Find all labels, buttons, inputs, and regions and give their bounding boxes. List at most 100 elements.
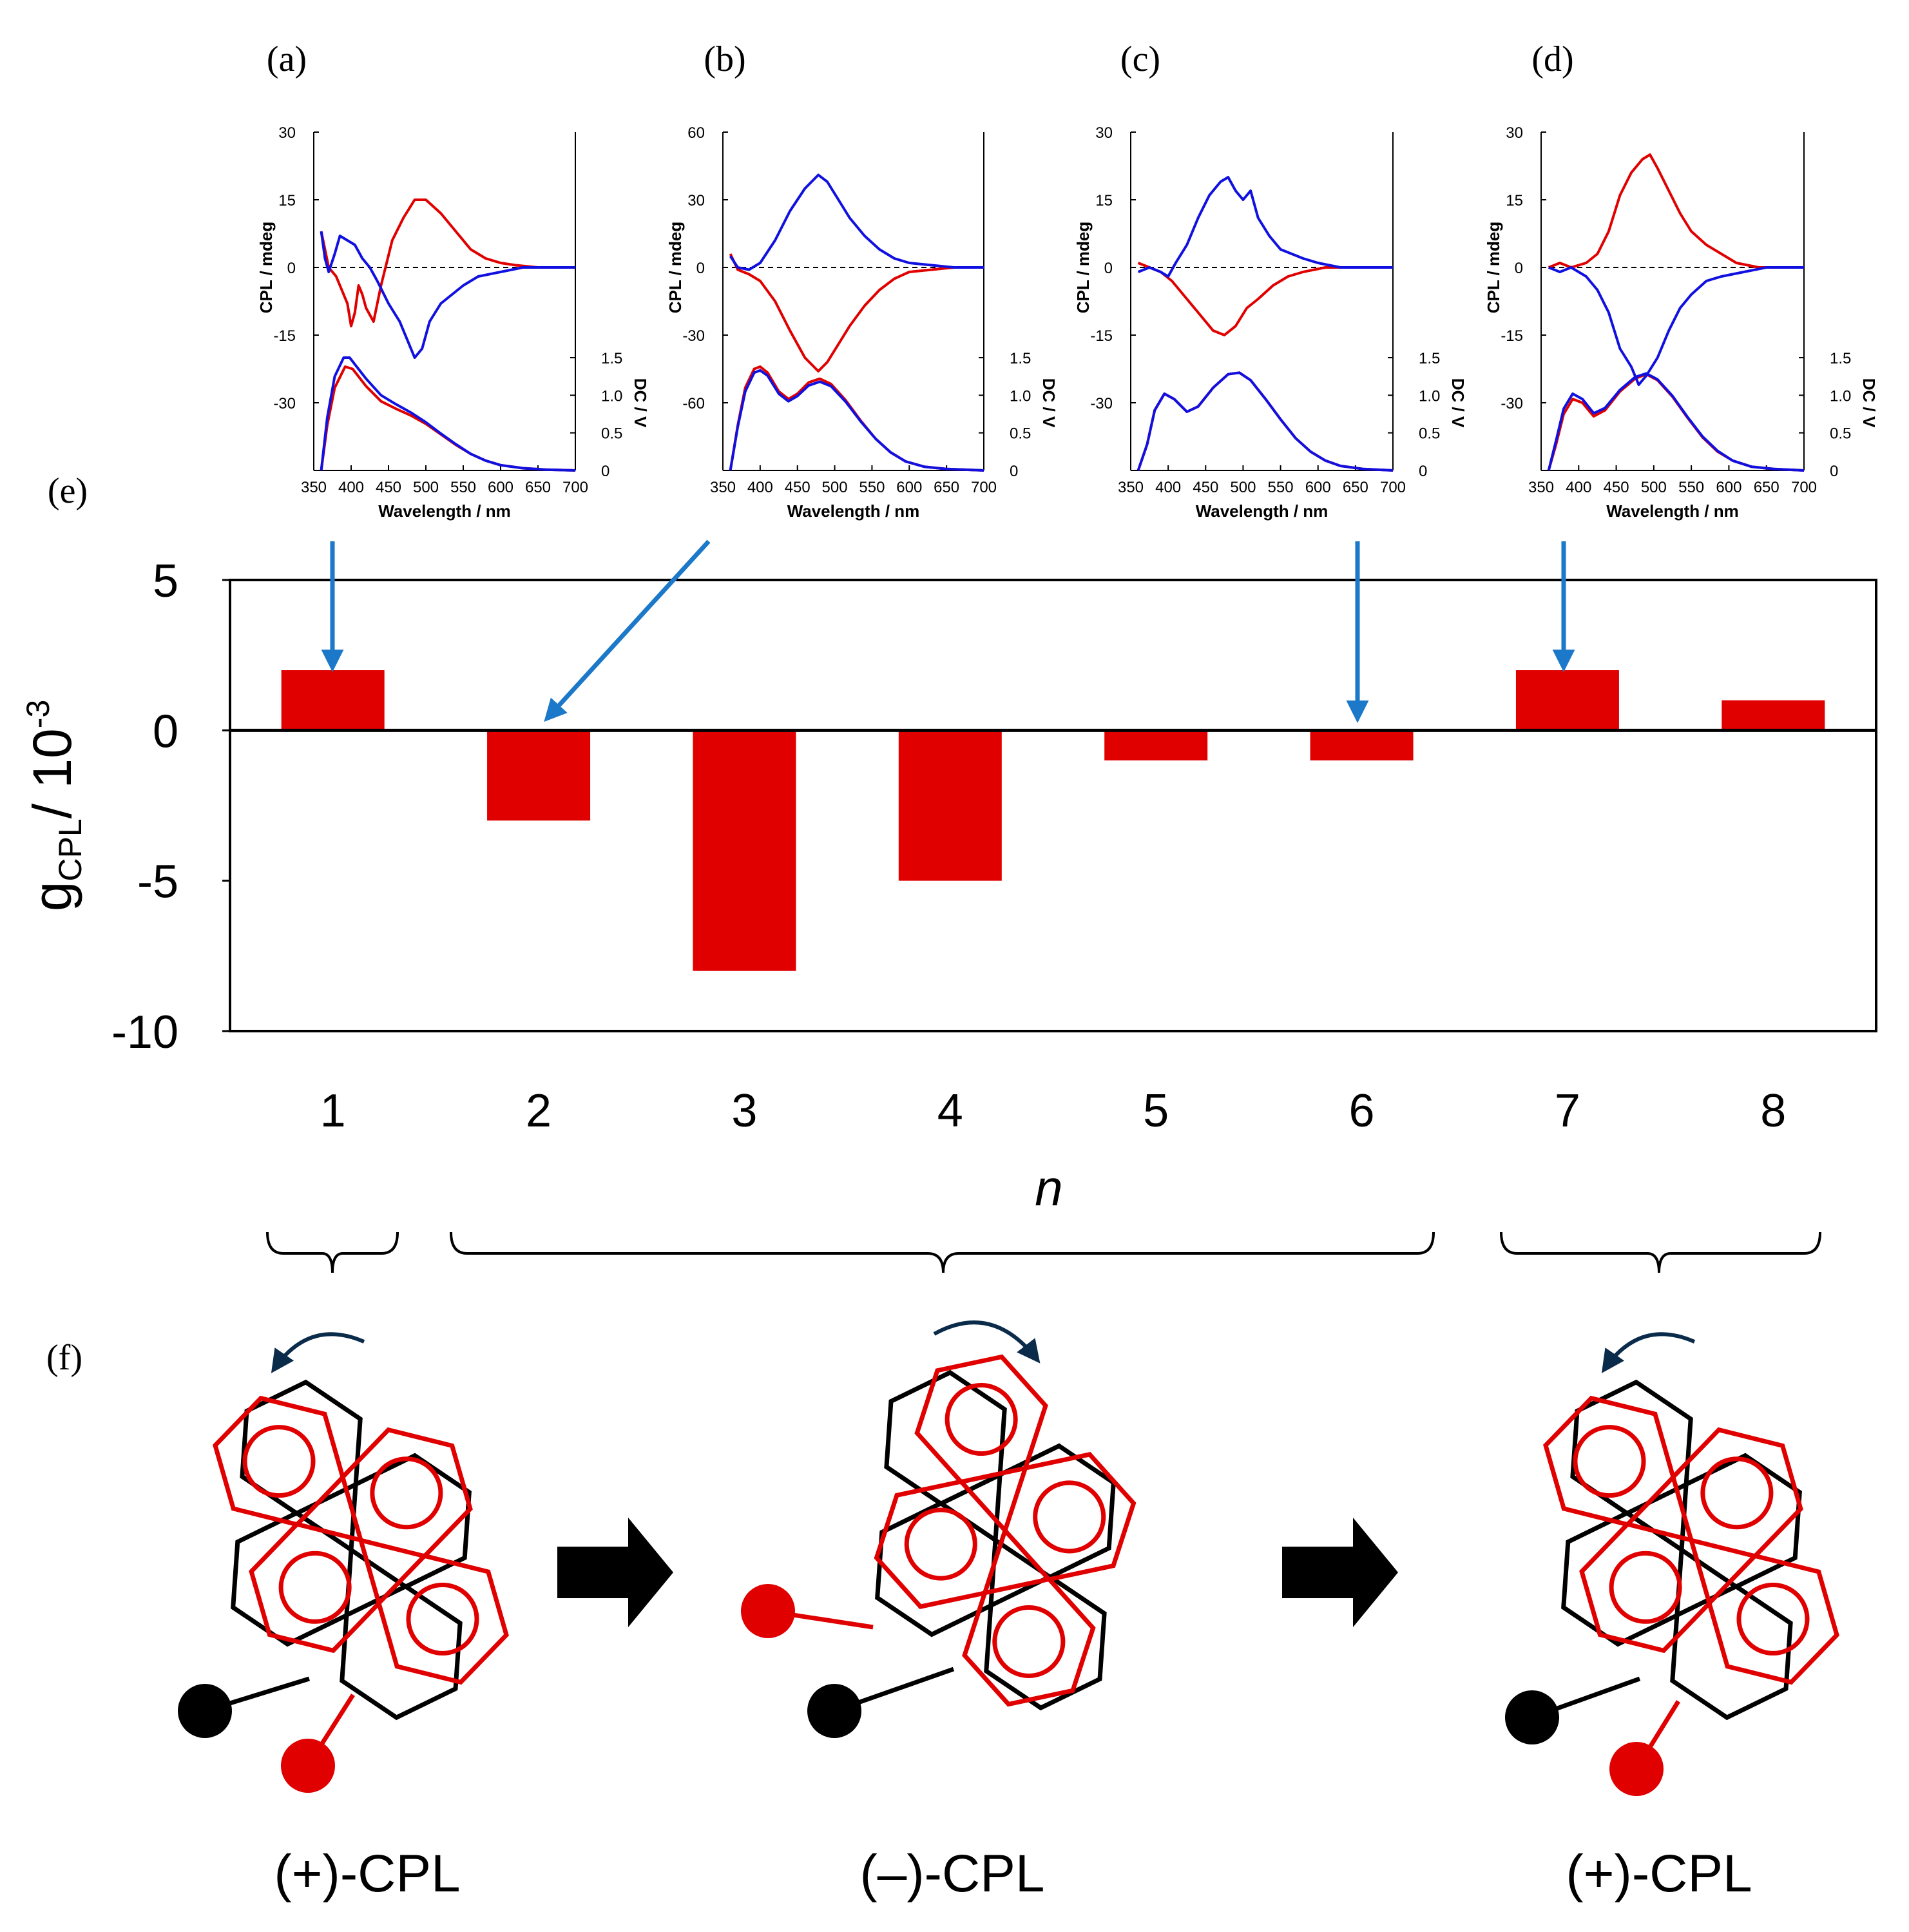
panel-label-c: (c) xyxy=(1120,39,1160,79)
inset-x-tick-label: 350 xyxy=(710,479,736,496)
inset-y-tick-label: 0 xyxy=(696,260,705,277)
x-tick-label: 8 xyxy=(1760,1085,1786,1137)
inset-dc-tick-label: 1.5 xyxy=(601,350,622,367)
inset-dc-tick-label: 0 xyxy=(1419,463,1427,480)
y-tick-label: 0 xyxy=(153,706,178,757)
brace-middle xyxy=(450,1232,1435,1273)
inset-d: 30 15 0 -15 -30 1.5 1.0 0.5 0 350 400 450 500 550 600 6… xyxy=(1484,124,1879,521)
inset-red-cpl-curve xyxy=(1137,262,1393,336)
rotation-arrow-icon xyxy=(271,1332,365,1373)
ring xyxy=(1561,1510,1684,1647)
inset-y-tick-label: 30 xyxy=(1506,124,1523,142)
inset-dc-tick-label: 1.0 xyxy=(1419,387,1440,405)
x-axis-label: n xyxy=(1035,1159,1062,1216)
ring xyxy=(231,1510,354,1647)
inset-dc-tick-label: 0.5 xyxy=(601,425,622,443)
ring xyxy=(875,1500,998,1637)
red-ball xyxy=(1609,1742,1664,1796)
ring-circle xyxy=(945,1382,1018,1456)
inset-dc-tick-label: 1.0 xyxy=(1010,387,1031,405)
ring-circle xyxy=(904,1507,977,1581)
inset-y-tick-label: -15 xyxy=(1501,327,1523,345)
inset-dc-tick-label: 0.5 xyxy=(1010,425,1031,443)
ring-circle xyxy=(242,1425,316,1498)
panel-label-f: (f) xyxy=(46,1338,82,1378)
inset-x-tick-label: 400 xyxy=(338,479,364,496)
inset-y-tick-label: 0 xyxy=(1104,260,1113,277)
ring-circle xyxy=(1736,1582,1810,1656)
ring xyxy=(914,1354,1048,1485)
y-axis-label: gCPL/ 10-3 xyxy=(20,700,88,912)
inset-red-cpl-curve xyxy=(729,253,984,372)
scheme-2 xyxy=(741,1320,1137,1738)
bar-n-8 xyxy=(1722,700,1825,731)
panel-label-a: (a) xyxy=(267,39,307,79)
inset-x-tick-label: 650 xyxy=(525,479,551,496)
scheme-3 xyxy=(1505,1332,1839,1796)
ring-circle xyxy=(1700,1456,1774,1530)
gcpl-bar-chart: 5 0 -5 -10 1 2 3 4 5 6 7 8 gCPL/ 10-3 n xyxy=(20,555,1877,1216)
red-pyrene xyxy=(1543,1395,1839,1685)
inset-y-tick-label: 60 xyxy=(687,124,705,142)
scheme-1 xyxy=(178,1332,509,1793)
connector-arrows xyxy=(321,539,1575,723)
panel-label-e: (e) xyxy=(48,471,88,511)
x-tick-label: 4 xyxy=(937,1085,963,1137)
inset-y-tick-label: -30 xyxy=(1090,395,1113,412)
inset-dc-label: DC / V xyxy=(1859,378,1879,428)
ring xyxy=(962,1576,1096,1707)
inset-c: 30 15 0 -15 -30 1.5 1.0 0.5 0 350 400 450 500 550 600 6… xyxy=(1073,124,1468,521)
red-ball xyxy=(741,1584,795,1638)
block-arrow-1 xyxy=(557,1518,673,1627)
inset-dc-label: DC / V xyxy=(1039,378,1059,428)
inset-x-tick-label: 500 xyxy=(1641,479,1667,496)
ring xyxy=(1670,1427,1803,1559)
x-tick-label: 2 xyxy=(526,1085,552,1137)
bar-n-4 xyxy=(898,730,1002,881)
ring-circle xyxy=(370,1456,443,1530)
ring-circle xyxy=(406,1582,479,1656)
ring-circle xyxy=(1033,1480,1106,1554)
inset-b: 60 30 0 -30 -60 1.5 1.0 0.5 0 350 400 450 500 550 600 6… xyxy=(666,124,1059,521)
x-tick-label: 6 xyxy=(1349,1085,1375,1137)
inset-x-tick-label: 500 xyxy=(1230,479,1256,496)
inset-blue-dc-curve xyxy=(320,356,576,472)
inset-dc-tick-label: 1.5 xyxy=(1010,350,1031,367)
inset-x-label: Wavelength / nm xyxy=(1196,501,1329,521)
black-ball xyxy=(1505,1690,1559,1744)
inset-x-tick-label: 350 xyxy=(301,479,327,496)
inset-x-tick-label: 350 xyxy=(1118,479,1144,496)
inset-y-label: CPL / mdeg xyxy=(1073,222,1093,314)
inset-y-tick-label: 15 xyxy=(278,192,296,209)
inset-x-tick-label: 650 xyxy=(1754,479,1779,496)
inset-y-tick-label: -15 xyxy=(273,327,296,345)
bar-n-2 xyxy=(487,730,591,821)
inset-y-tick-label: 0 xyxy=(287,260,296,277)
bar-n-1 xyxy=(281,670,385,731)
inset-blue-dc-curve xyxy=(1137,371,1394,472)
ring xyxy=(1579,1521,1712,1654)
inset-x-tick-label: 700 xyxy=(1380,479,1406,496)
inset-y-tick-label: 0 xyxy=(1515,260,1523,277)
bar-n-7 xyxy=(1515,670,1619,731)
inset-red-dc-curve xyxy=(1137,371,1394,472)
inset-x-tick-label: 550 xyxy=(1678,479,1704,496)
bar-n-3 xyxy=(693,730,796,971)
inset-red-dc-curve xyxy=(1547,372,1805,472)
bar-n-5 xyxy=(1104,730,1208,760)
bar-n-6 xyxy=(1310,730,1414,760)
black-ball xyxy=(178,1684,232,1738)
brace-right xyxy=(1500,1232,1821,1273)
x-tick-label: 5 xyxy=(1143,1085,1169,1137)
inset-blue-cpl-curve xyxy=(1137,176,1393,278)
red-ball xyxy=(281,1739,335,1793)
inset-y-tick-label: 30 xyxy=(1095,124,1113,142)
inset-x-tick-label: 400 xyxy=(1566,479,1591,496)
ring xyxy=(376,1553,509,1685)
inset-x-tick-label: 700 xyxy=(971,479,997,496)
inset-blue-cpl-curve xyxy=(1548,266,1804,386)
inset-x-tick-label: 550 xyxy=(1268,479,1294,496)
inset-y-tick-label: -30 xyxy=(1501,395,1523,412)
inset-dc-tick-label: 1.5 xyxy=(1830,350,1851,367)
